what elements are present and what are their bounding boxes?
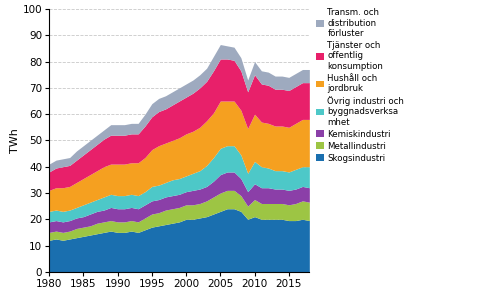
Legend: Transm. och
distribution
förluster, Tjänster och
offentlig
konsumption, Hushåll : Transm. och distribution förluster, Tjän… — [316, 8, 404, 163]
Y-axis label: TWh: TWh — [10, 128, 20, 153]
